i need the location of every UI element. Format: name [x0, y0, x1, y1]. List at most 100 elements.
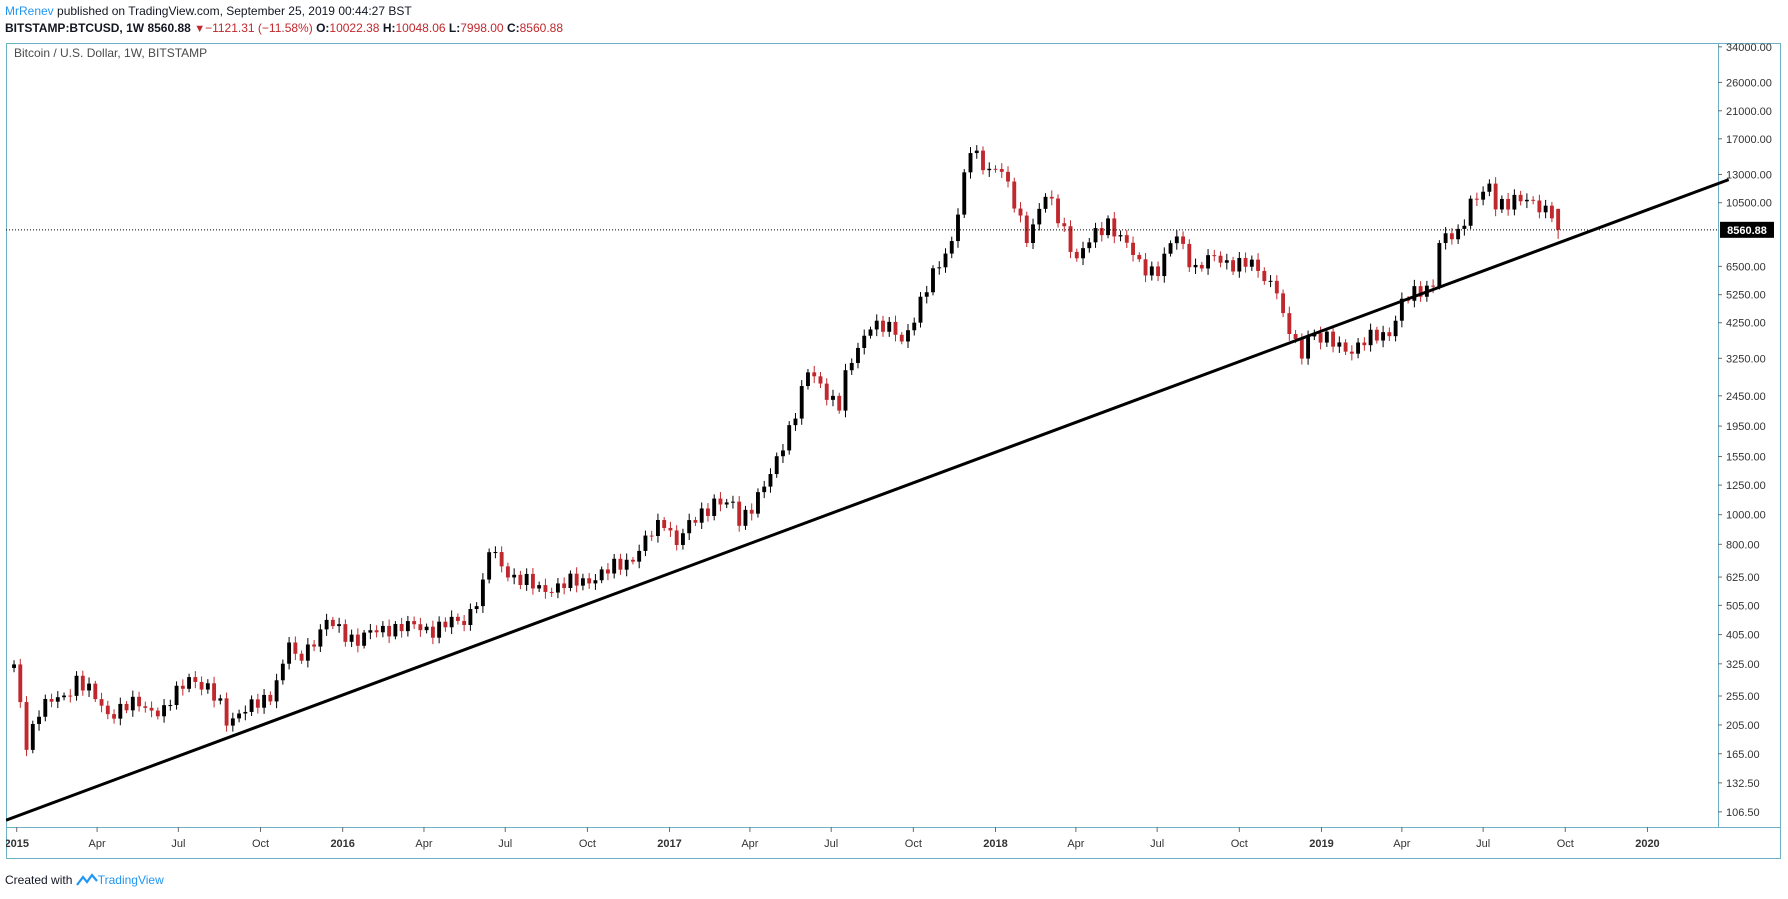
- candle-body: [1049, 196, 1054, 199]
- candle-body: [505, 566, 510, 578]
- candle-body: [993, 168, 998, 170]
- candle-body: [674, 530, 679, 545]
- x-tick-label: Jul: [824, 838, 838, 850]
- y-tick-label: 17000.00: [1726, 134, 1772, 146]
- candle-body: [831, 395, 835, 400]
- candle-body: [649, 535, 654, 537]
- candle-body: [999, 169, 1004, 172]
- chart-frame: [6, 43, 1781, 859]
- down-arrow-icon: ▼: [194, 23, 206, 35]
- candle-body: [1487, 183, 1492, 192]
- candle-body: [587, 578, 592, 584]
- x-tick-label: Oct: [252, 838, 269, 850]
- candle-body: [693, 520, 698, 523]
- x-tick-label: 2019: [1309, 838, 1333, 850]
- candle-body: [318, 629, 323, 647]
- candle-body: [437, 621, 442, 638]
- candle-body: [549, 591, 554, 593]
- candle-body: [93, 683, 98, 700]
- candle-body: [1262, 270, 1267, 282]
- author-name[interactable]: MrRenev: [5, 4, 54, 18]
- x-tick-label: Apr: [89, 838, 106, 850]
- candle-body: [543, 585, 548, 592]
- y-tick-label: 625.00: [1726, 572, 1760, 584]
- candle-body: [1199, 264, 1204, 269]
- candle-body: [637, 550, 642, 562]
- y-tick-label: 3250.00: [1726, 353, 1766, 365]
- candle-body: [749, 509, 754, 514]
- y-tick-label: 1950.00: [1726, 421, 1766, 433]
- y-tick-label: 34000.00: [1726, 43, 1772, 54]
- x-tick-label: 2016: [330, 838, 354, 850]
- candle-body: [1237, 257, 1242, 272]
- candle-body: [843, 370, 848, 411]
- candle-body: [1081, 248, 1085, 259]
- candle-body: [1518, 194, 1523, 202]
- candle-body: [1087, 242, 1092, 249]
- candle-body: [1418, 286, 1423, 297]
- candle-body: [1043, 196, 1048, 209]
- candle-body: [74, 675, 79, 696]
- candle-body: [906, 330, 910, 342]
- candle-body: [687, 520, 692, 534]
- candle-body: [187, 677, 192, 689]
- candle-body: [443, 621, 448, 628]
- x-tick-label: Apr: [415, 838, 432, 850]
- candle-body: [781, 450, 785, 457]
- candle-body: [1512, 194, 1517, 210]
- candle-body: [1281, 293, 1286, 314]
- y-tick-label: 1550.00: [1726, 452, 1766, 464]
- candle-body: [168, 705, 173, 707]
- candle-body: [718, 498, 723, 505]
- candle-body: [487, 552, 492, 580]
- tradingview-brand-link[interactable]: TradingView: [97, 873, 164, 887]
- x-tick-label: Oct: [1231, 838, 1248, 850]
- candle-body: [774, 456, 779, 475]
- candle-body: [399, 623, 404, 632]
- candle-body: [837, 395, 842, 411]
- candle-body: [512, 574, 517, 578]
- created-with-label: Created with: [5, 873, 73, 887]
- candle-body: [112, 714, 116, 719]
- candle-body: [349, 634, 354, 642]
- y-tick-label: 255.00: [1726, 691, 1760, 703]
- candle-body: [1268, 280, 1273, 282]
- candle-body: [956, 214, 960, 242]
- last-price: 8560.88: [147, 21, 191, 35]
- candle-body: [1118, 235, 1123, 237]
- price-change: −1121.31 (−11.58%): [205, 21, 313, 35]
- candle-body: [1462, 225, 1467, 229]
- candle-body: [37, 716, 41, 724]
- x-tick-label: 2018: [983, 838, 1007, 850]
- candle-body: [412, 621, 417, 625]
- candle-body: [1393, 320, 1398, 337]
- candle-body: [324, 619, 329, 630]
- candle-body: [1037, 208, 1042, 225]
- candle-body: [1106, 218, 1110, 236]
- y-tick-label: 1250.00: [1726, 480, 1766, 492]
- candle-body: [205, 683, 210, 690]
- candle-body: [793, 418, 798, 426]
- candle-body: [280, 663, 285, 681]
- y-tick-label: 13000.00: [1726, 169, 1772, 181]
- candle-body: [24, 702, 29, 750]
- y-tick-label: 106.50: [1726, 807, 1760, 819]
- x-tick-label: Apr: [1067, 838, 1084, 850]
- candle-body: [68, 695, 73, 697]
- candle-body: [480, 579, 485, 607]
- candle-body: [874, 320, 879, 330]
- candle-body: [624, 559, 629, 570]
- candle-body: [393, 623, 398, 637]
- candle-body: [862, 335, 867, 348]
- candle-body: [1012, 181, 1017, 209]
- y-tick-label: 325.00: [1726, 659, 1760, 671]
- candle-body: [893, 321, 898, 335]
- candle-body: [987, 168, 992, 171]
- y-tick-label: 2450.00: [1726, 391, 1766, 403]
- price-chart[interactable]: Bitcoin / U.S. Dollar, 1W, BITSTAMP 34000…: [6, 43, 1781, 859]
- candle-body: [1206, 255, 1210, 269]
- candle-body: [49, 698, 54, 702]
- candle-body: [274, 680, 279, 702]
- x-tick-label: Oct: [1557, 838, 1574, 850]
- candle-body: [599, 569, 604, 581]
